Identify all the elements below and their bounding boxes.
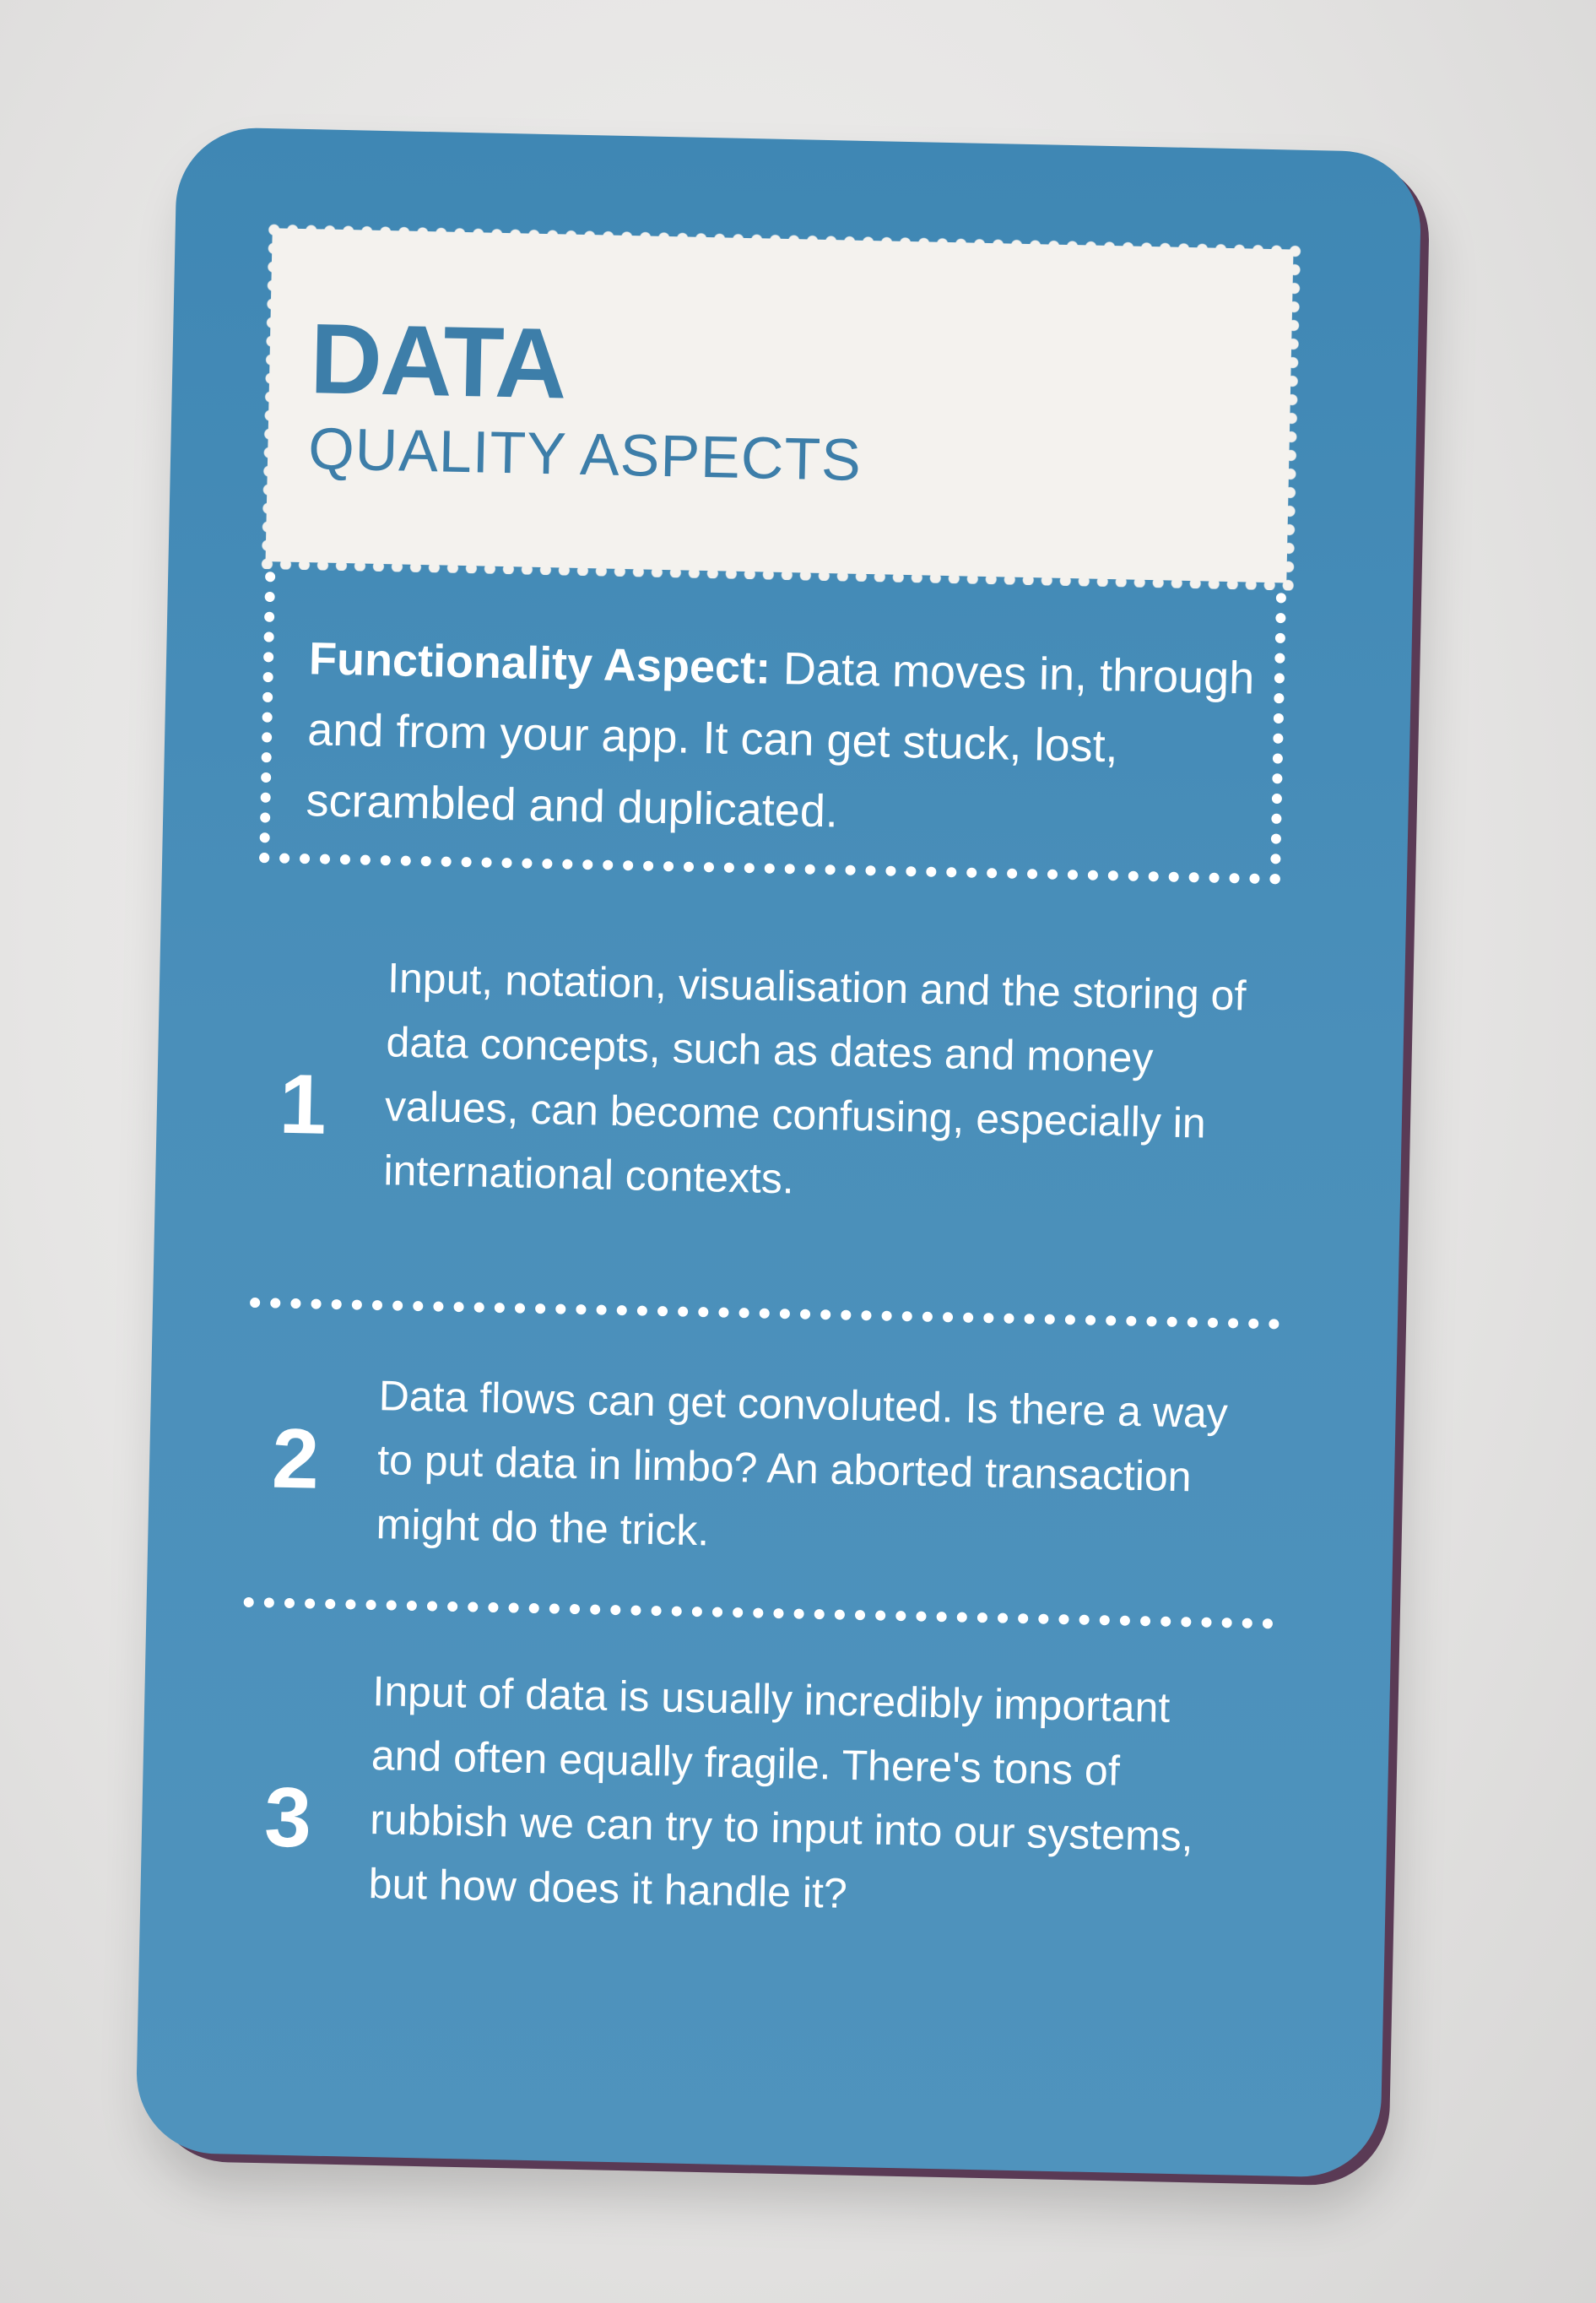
item-number: 3 (263, 1769, 313, 1866)
intro-panel: Functionality Aspect: Data moves in, thr… (259, 572, 1287, 885)
list-item: 2 Data flows can get convoluted. Is ther… (244, 1361, 1278, 1601)
list-item: 3 Input of data is usually incredibly im… (235, 1656, 1272, 2015)
quality-aspect-card: DATA QUALITY ASPECTS Functionality Aspec… (135, 126, 1422, 2179)
card-subtitle: QUALITY ASPECTS (307, 415, 863, 493)
item-text: Input of data is usually incredibly impo… (368, 1667, 1194, 1917)
item-number: 2 (271, 1411, 321, 1507)
list-item: 1 Input, notation, visualisation and the… (251, 943, 1287, 1285)
item-number: 1 (278, 1056, 327, 1152)
item-text: Input, notation, visualisation and the s… (382, 954, 1247, 1203)
divider (250, 1297, 1280, 1330)
item-text: Data flows can get convoluted. Is there … (376, 1372, 1229, 1555)
intro-label: Functionality Aspect: (308, 633, 771, 694)
intro-paragraph: Functionality Aspect: Data moves in, thr… (306, 623, 1272, 856)
title-panel: DATA QUALITY ASPECTS (265, 228, 1294, 583)
card-title: DATA (309, 303, 567, 420)
divider (243, 1596, 1274, 1629)
